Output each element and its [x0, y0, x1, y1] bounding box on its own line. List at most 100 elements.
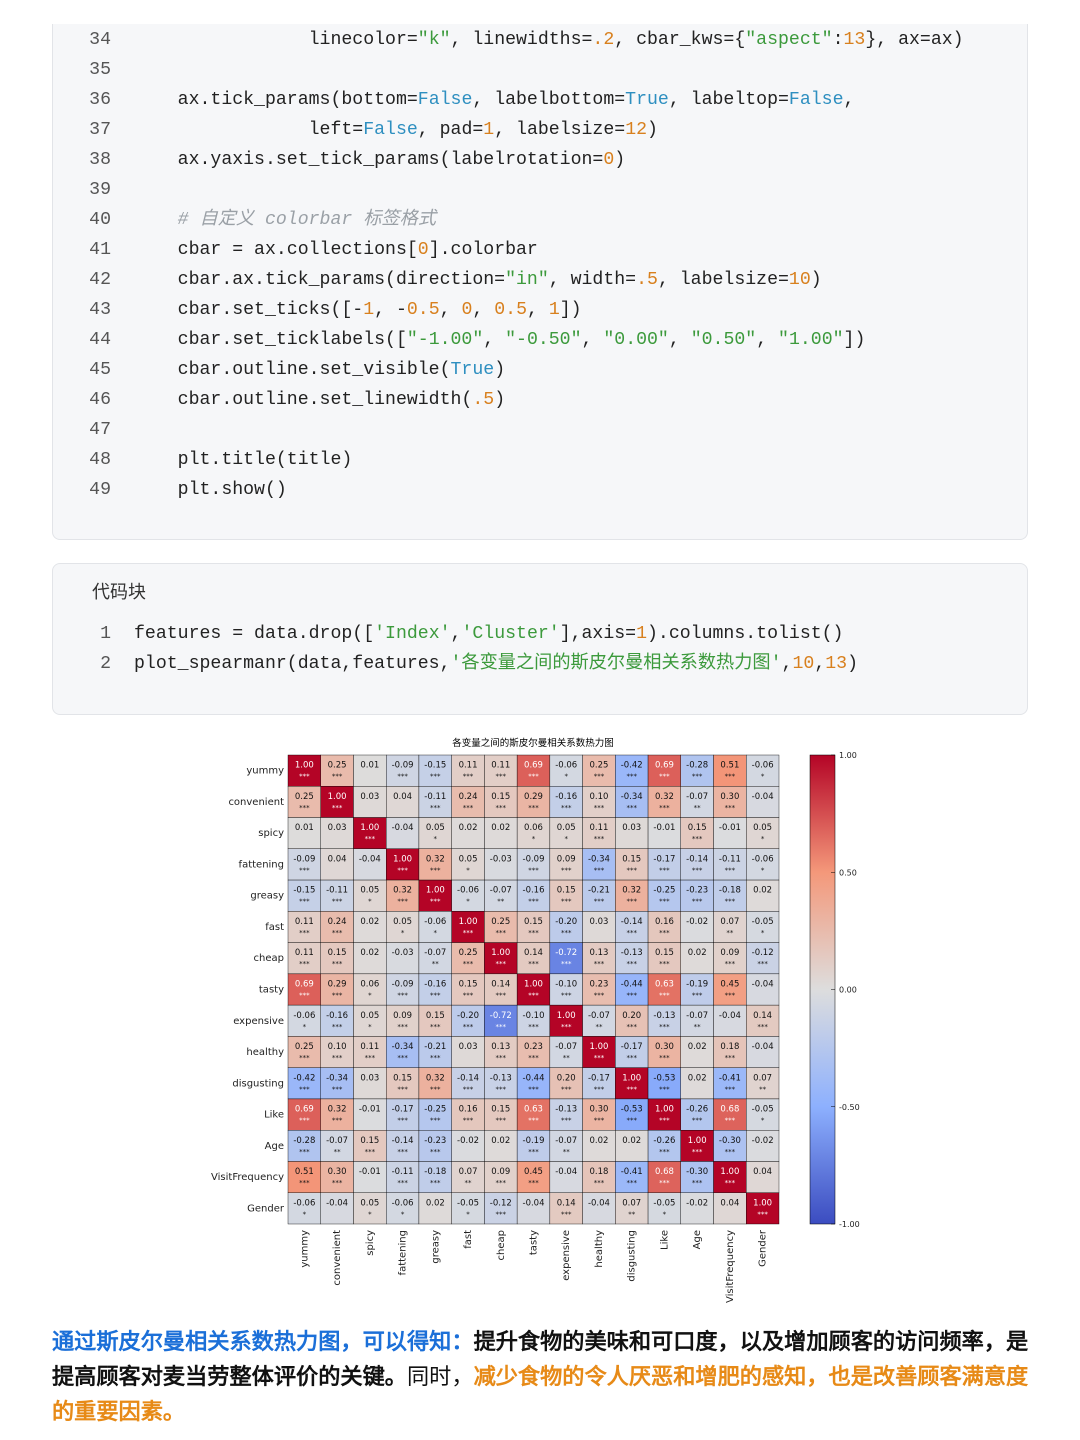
cell-value-label: -0.41 — [719, 1073, 741, 1083]
heatmap-cell — [386, 942, 420, 975]
heatmap-cell — [516, 973, 551, 1006]
significance-label: *** — [594, 1117, 605, 1125]
cell-value-label: 0.11 — [360, 1042, 379, 1052]
significance-label: *** — [692, 866, 703, 874]
significance-label: * — [303, 1210, 307, 1218]
heatmap-cell — [418, 817, 452, 849]
heatmap-cell — [516, 754, 551, 787]
colorbar-tick-label: -0.50 — [839, 1103, 860, 1112]
cell-value-label: -0.14 — [686, 854, 708, 864]
heatmap-cell — [582, 848, 616, 881]
heatmap-cell — [713, 1098, 747, 1131]
code-line: cbar = ax.collections[0].colorbar — [134, 240, 538, 260]
significance-label: *** — [528, 1117, 539, 1125]
cell-value-label: 1.00 — [688, 1136, 707, 1146]
cell-value-label: -0.11 — [424, 792, 446, 802]
cell-value-label: 0.24 — [328, 917, 347, 927]
significance-label: *** — [626, 1085, 637, 1093]
significance-label: *** — [594, 773, 605, 781]
heatmap-cell — [484, 1130, 518, 1162]
heatmap-cell — [582, 911, 616, 943]
colorbar-tick-label: 0.00 — [839, 986, 857, 995]
heatmap-cell — [418, 786, 452, 818]
heatmap-cell — [680, 1036, 714, 1068]
cell-value-label: 0.14 — [557, 1198, 576, 1208]
significance-label: *** — [365, 1054, 376, 1062]
x-tick-label: healthy — [594, 1230, 605, 1268]
heatmap-cell — [647, 1004, 681, 1037]
significance-label: *** — [528, 929, 539, 937]
heatmap-cell — [647, 1161, 681, 1193]
significance-label: * — [401, 1210, 405, 1218]
heatmap-cell — [746, 942, 780, 975]
cell-value-label: -0.20 — [555, 917, 577, 927]
heatmap-cell — [746, 973, 780, 1006]
significance-label: *** — [299, 773, 310, 781]
significance-label: *** — [496, 960, 507, 968]
code-line: linecolor="k", linewidths=.2, cbar_kws={… — [134, 30, 964, 50]
line-number: 35 — [89, 60, 111, 80]
cell-value-label: 0.29 — [328, 980, 347, 990]
significance-label: *** — [528, 1179, 539, 1187]
significance-label: *** — [397, 1148, 408, 1156]
heatmap-cell — [386, 754, 420, 787]
significance-label: *** — [725, 898, 736, 906]
cell-value-label: 0.15 — [491, 792, 510, 802]
heatmap-cell — [713, 879, 747, 912]
significance-label: *** — [561, 992, 572, 1000]
cell-value-label: -0.14 — [621, 917, 643, 927]
cell-value-label: 0.25 — [589, 761, 608, 771]
significance-label: *** — [725, 960, 736, 968]
cell-value-label: -0.07 — [326, 1136, 348, 1146]
heatmap-cell — [320, 1161, 354, 1193]
cell-value-label: -0.30 — [686, 1167, 708, 1177]
significance-label: *** — [496, 1023, 507, 1031]
significance-label: *** — [332, 773, 343, 781]
line-number: 38 — [89, 150, 111, 170]
cell-value-label: 0.25 — [491, 917, 510, 927]
heatmap-cell — [353, 754, 387, 787]
cell-value-label: -0.13 — [621, 948, 643, 958]
heatmap-cell — [386, 1036, 420, 1068]
heatmap-cell — [680, 879, 714, 912]
significance-label: *** — [496, 929, 507, 937]
significance-label: *** — [561, 804, 572, 812]
significance-label: ** — [334, 1148, 342, 1156]
significance-label: *** — [594, 1179, 605, 1187]
cell-value-label: -0.06 — [293, 1011, 315, 1021]
cell-value-label: 0.01 — [295, 823, 314, 833]
heatmap-cell — [516, 942, 551, 975]
heatmap-cell — [451, 879, 485, 912]
significance-label: *** — [528, 1085, 539, 1093]
cell-value-label: 0.25 — [459, 948, 478, 958]
cell-value-label: -0.04 — [752, 792, 774, 802]
heatmap-cell — [647, 817, 681, 849]
heatmap-cell — [680, 754, 714, 787]
significance-label: *** — [463, 804, 474, 812]
significance-label: *** — [757, 1210, 768, 1218]
significance-label: *** — [299, 866, 310, 874]
significance-label: *** — [430, 1117, 441, 1125]
chart-title: 各变量之间的斯皮尔曼相关系数热力图 — [452, 737, 614, 749]
cell-value-label: -0.21 — [424, 1042, 446, 1052]
heatmap-cell — [713, 1036, 747, 1068]
cell-value-label: -0.34 — [621, 792, 643, 802]
significance-label: *** — [299, 1054, 310, 1062]
heatmap-cell — [582, 754, 616, 787]
cell-value-label: -0.53 — [653, 1073, 675, 1083]
heatmap-cell — [615, 1004, 649, 1037]
cell-value-label: 0.25 — [295, 1042, 314, 1052]
significance-label: *** — [496, 773, 507, 781]
significance-label: *** — [528, 960, 539, 968]
cell-value-label: -0.09 — [392, 761, 414, 771]
cell-value-label: -0.41 — [621, 1167, 643, 1177]
significance-label: * — [663, 1210, 667, 1218]
significance-label: * — [434, 835, 438, 843]
heatmap-cell — [353, 1192, 387, 1225]
heatmap-cell — [582, 1098, 616, 1131]
heatmap-cell — [680, 1161, 714, 1193]
y-tick-label: yummy — [246, 766, 284, 777]
significance-label: * — [368, 992, 372, 1000]
significance-label: *** — [725, 773, 736, 781]
cell-value-label: -0.02 — [686, 1198, 708, 1208]
